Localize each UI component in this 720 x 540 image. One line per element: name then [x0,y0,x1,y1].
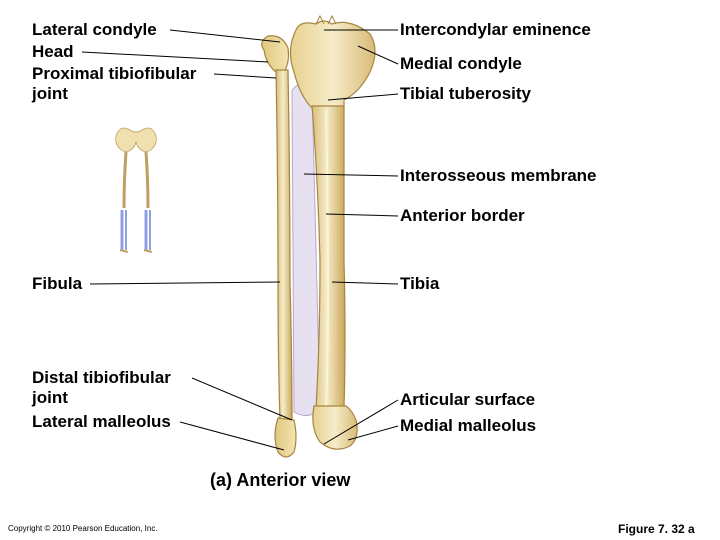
fibula-shape [262,36,296,457]
mini-skeleton [116,128,157,252]
figure-reference: Figure 7. 32 a [618,522,695,536]
label-lateral-condyle: Lateral condyle [32,20,157,40]
copyright-text: Copyright © 2010 Pearson Education, Inc. [8,524,158,533]
label-medial-malleolus: Medial malleolus [400,416,536,436]
label-tibia: Tibia [400,274,439,294]
label-tibial-tuberosity: Tibial tuberosity [400,84,531,104]
label-proximal-tibiofibular: Proximal tibiofibular joint [32,64,196,103]
label-distal-tibiofibular: Distal tibiofibular joint [32,368,171,407]
label-anterior-border: Anterior border [400,206,525,226]
label-interosseous-membrane: Interosseous membrane [400,166,597,186]
label-medial-condyle: Medial condyle [400,54,522,74]
label-intercondylar-eminence: Intercondylar eminence [400,20,591,40]
label-lateral-malleolus: Lateral malleolus [32,412,171,432]
label-fibula: Fibula [32,274,82,294]
label-head: Head [32,42,74,62]
caption-anterior-view: (a) Anterior view [210,470,350,491]
label-articular-surface: Articular surface [400,390,535,410]
